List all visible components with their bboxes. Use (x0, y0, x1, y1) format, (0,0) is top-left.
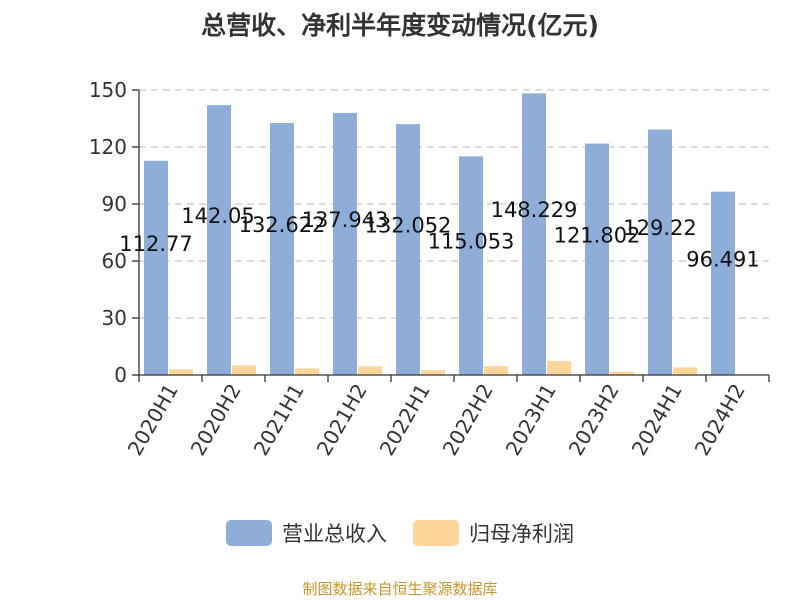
legend-item-revenue[interactable]: 营业总收入 (226, 518, 387, 548)
bar-revenue (459, 156, 483, 375)
x-tick-label: 2021H1 (249, 380, 309, 460)
x-tick-label: 2022H1 (375, 380, 435, 460)
bar-profit (547, 361, 571, 375)
legend-label-revenue: 营业总收入 (282, 522, 387, 546)
data-label-revenue: 137.943 (302, 208, 389, 232)
bar-revenue (144, 160, 168, 375)
bar-revenue (648, 129, 672, 375)
data-label-revenue: 148.229 (491, 198, 578, 222)
y-tick-label: 60 (102, 249, 127, 273)
bar-revenue (585, 143, 609, 375)
x-tick-label: 2020H1 (123, 380, 183, 460)
y-tick-label: 0 (114, 363, 127, 387)
x-tick-label: 2024H1 (627, 380, 687, 460)
bar-revenue (711, 191, 735, 375)
bar-revenue (522, 93, 546, 375)
bar-revenue (333, 112, 357, 376)
x-tick-label: 2024H2 (690, 380, 750, 460)
data-label-revenue: 115.053 (428, 230, 515, 254)
bar-revenue (207, 105, 231, 375)
x-tick-label: 2022H2 (438, 380, 498, 460)
legend: 营业总收入 归母净利润 (0, 518, 800, 548)
y-tick-label: 120 (89, 135, 127, 159)
bar-revenue (396, 124, 420, 375)
x-tick-label: 2021H2 (312, 380, 372, 460)
data-label-revenue: 132.622 (239, 213, 326, 237)
legend-item-profit[interactable]: 归母净利润 (413, 518, 574, 548)
bar-profit (358, 366, 382, 375)
x-tick-label: 2023H1 (501, 380, 561, 460)
legend-swatch-profit (413, 520, 459, 546)
bar-profit (484, 366, 508, 375)
data-label-revenue: 112.77 (119, 232, 192, 256)
bar-profit (295, 368, 319, 375)
bar-profit (421, 370, 445, 375)
x-tick-label: 2020H2 (186, 380, 246, 460)
data-label-revenue: 132.052 (365, 214, 452, 238)
bar-revenue (270, 123, 294, 376)
chart-title: 总营收、净利半年度变动情况(亿元) (201, 11, 599, 40)
bar-profit (673, 367, 697, 375)
y-tick-label: 90 (102, 192, 127, 216)
data-label-revenue: 129.22 (623, 216, 696, 240)
bar-profit (610, 371, 634, 375)
data-label-revenue: 142.05 (181, 204, 254, 228)
legend-label-profit: 归母净利润 (469, 522, 574, 546)
data-label-revenue: 96.491 (686, 247, 759, 271)
y-tick-label: 30 (102, 306, 127, 330)
bar-profit (169, 369, 193, 375)
y-tick-label: 150 (89, 78, 127, 102)
source-note: 制图数据来自恒生聚源数据库 (302, 580, 498, 598)
bar-profit (232, 365, 256, 375)
legend-swatch-revenue (226, 520, 272, 546)
data-label-revenue: 121.802 (554, 223, 641, 247)
x-tick-label: 2023H2 (564, 380, 624, 460)
